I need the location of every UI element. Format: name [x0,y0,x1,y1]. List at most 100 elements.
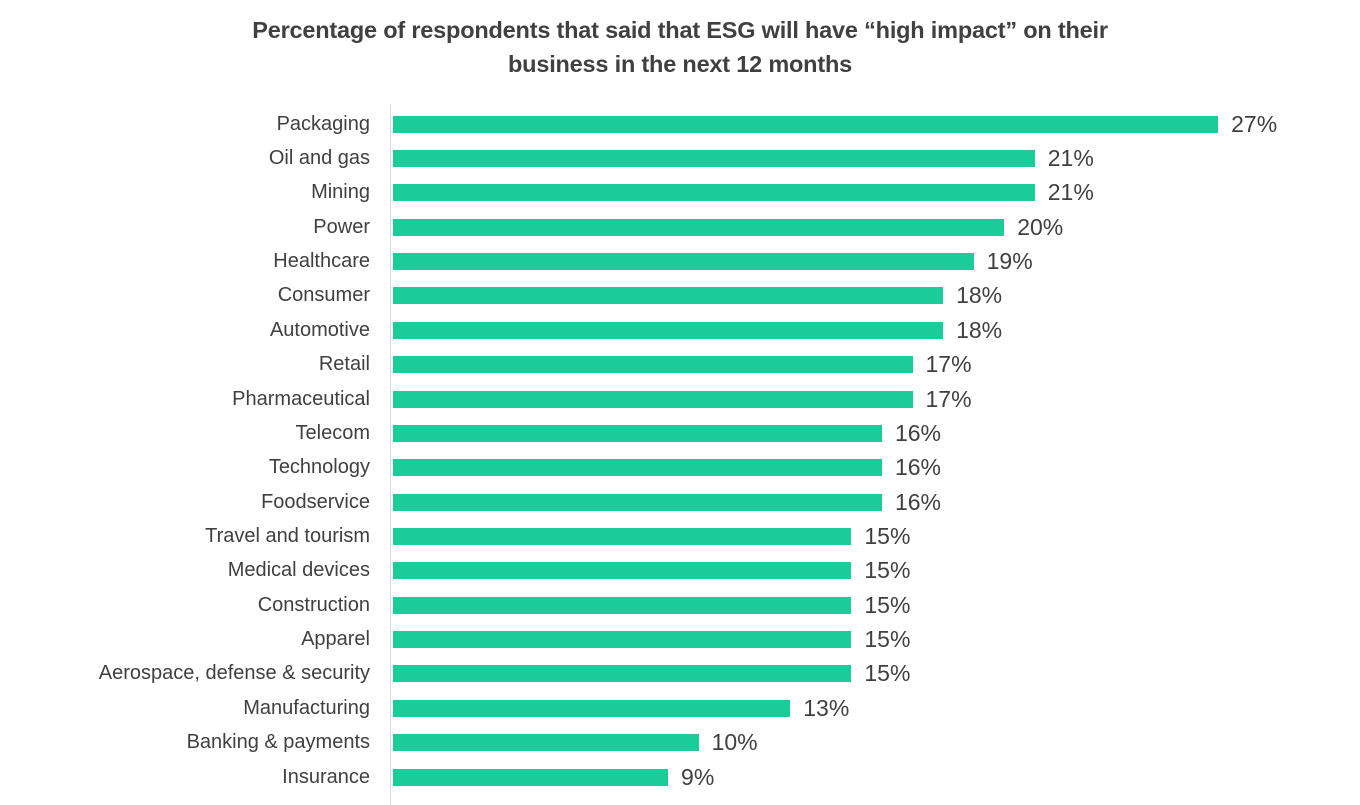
bar-zone: 15% [390,626,1360,653]
value-label: 27% [1231,110,1278,137]
value-label: 18% [956,316,1003,343]
bar-zone: 27% [390,111,1360,138]
bar [393,321,944,339]
bar [393,562,852,580]
value-label: 16% [894,419,941,446]
bar [393,699,791,717]
bar-zone: 15% [390,592,1360,619]
chart-row: Foodservice 16% [0,485,1360,519]
chart-row: Consumer 18% [0,279,1360,313]
value-label: 19% [986,248,1033,275]
bar-zone: 16% [390,420,1360,447]
chart-row: Packaging 27% [0,107,1360,141]
bar [393,287,944,305]
bar-zone: 17% [390,351,1360,378]
bar-zone: 13% [390,695,1360,722]
category-label: Automotive [269,318,370,341]
category-label: Consumer [277,284,370,307]
category-label: Telecom [295,421,370,444]
bar-zone: 18% [390,282,1360,309]
bar-zone: 21% [390,179,1360,206]
category-label: Foodservice [261,490,370,513]
category-label: Aerospace, defense & security [98,662,370,685]
category-label: Insurance [282,765,370,788]
value-label: 15% [864,591,911,618]
bar-zone: 20% [390,214,1360,241]
value-label: 17% [925,351,972,378]
bar [393,356,913,374]
chart-row: Retail 17% [0,348,1360,382]
bar-zone: 16% [390,454,1360,481]
bar-zone: 15% [390,557,1360,584]
value-label: 15% [864,522,911,549]
bar [393,424,882,442]
bar-zone: 15% [390,523,1360,550]
chart-row: Aerospace, defense & security 15% [0,657,1360,691]
chart-row: Pharmaceutical 17% [0,382,1360,416]
bar [393,218,1005,236]
bar [393,390,913,408]
chart-row: Apparel 15% [0,622,1360,656]
value-label: 16% [894,488,941,515]
bar [393,493,882,511]
category-label: Apparel [301,628,370,651]
chart-row: Automotive 18% [0,313,1360,347]
y-axis-line [390,104,391,805]
chart-row: Healthcare 19% [0,244,1360,278]
bar [393,115,1219,133]
value-label: 20% [1017,213,1064,240]
value-label: 21% [1047,145,1094,172]
value-label: 9% [681,763,715,790]
value-label: 13% [803,694,850,721]
bar [393,596,852,614]
category-label: Medical devices [227,559,370,582]
bar-zone: 16% [390,489,1360,516]
category-label: Retail [318,353,370,376]
value-label: 16% [894,454,941,481]
chart-row: Medical devices 15% [0,554,1360,588]
category-label: Oil and gas [268,147,370,170]
bar [393,665,852,683]
value-label: 18% [956,282,1003,309]
value-label: 10% [711,729,758,756]
bar [393,631,852,649]
value-label: 15% [864,626,911,653]
chart-row: Technology 16% [0,451,1360,485]
bar [393,150,1035,168]
category-label: Technology [268,456,370,479]
category-label: Healthcare [273,250,370,273]
category-label: Packaging [276,112,370,135]
bar [393,768,669,786]
bar-zone: 9% [390,764,1360,791]
category-label: Banking & payments [186,731,370,754]
bar [393,184,1035,202]
bar [393,734,699,752]
chart-row: Oil and gas 21% [0,141,1360,175]
bar-zone: 15% [390,660,1360,687]
category-label: Travel and tourism [205,524,370,547]
chart-row: Travel and tourism 15% [0,519,1360,553]
bar-zone: 10% [390,729,1360,756]
bar [393,253,974,271]
chart-title: Percentage of respondents that said that… [252,17,1108,77]
chart-row: Banking & payments 10% [0,725,1360,759]
value-label: 15% [864,660,911,687]
value-label: 17% [925,385,972,412]
chart-rows: Packaging 27% Oil and gas 21% Mining 21% Power… [0,107,1360,794]
chart-row: Insurance 9% [0,760,1360,794]
category-label: Pharmaceutical [232,387,370,410]
bar-zone: 19% [390,248,1360,275]
category-label: Power [313,215,370,238]
category-label: Construction [257,593,370,616]
chart-row: Power 20% [0,210,1360,244]
chart-row: Telecom 16% [0,416,1360,450]
chart-row: Mining 21% [0,176,1360,210]
category-label: Manufacturing [243,696,370,719]
category-label: Mining [311,181,370,204]
bar [393,527,852,545]
bar [393,459,882,477]
bar-zone: 18% [390,317,1360,344]
bar-zone: 21% [390,145,1360,172]
chart-row: Manufacturing 13% [0,691,1360,725]
